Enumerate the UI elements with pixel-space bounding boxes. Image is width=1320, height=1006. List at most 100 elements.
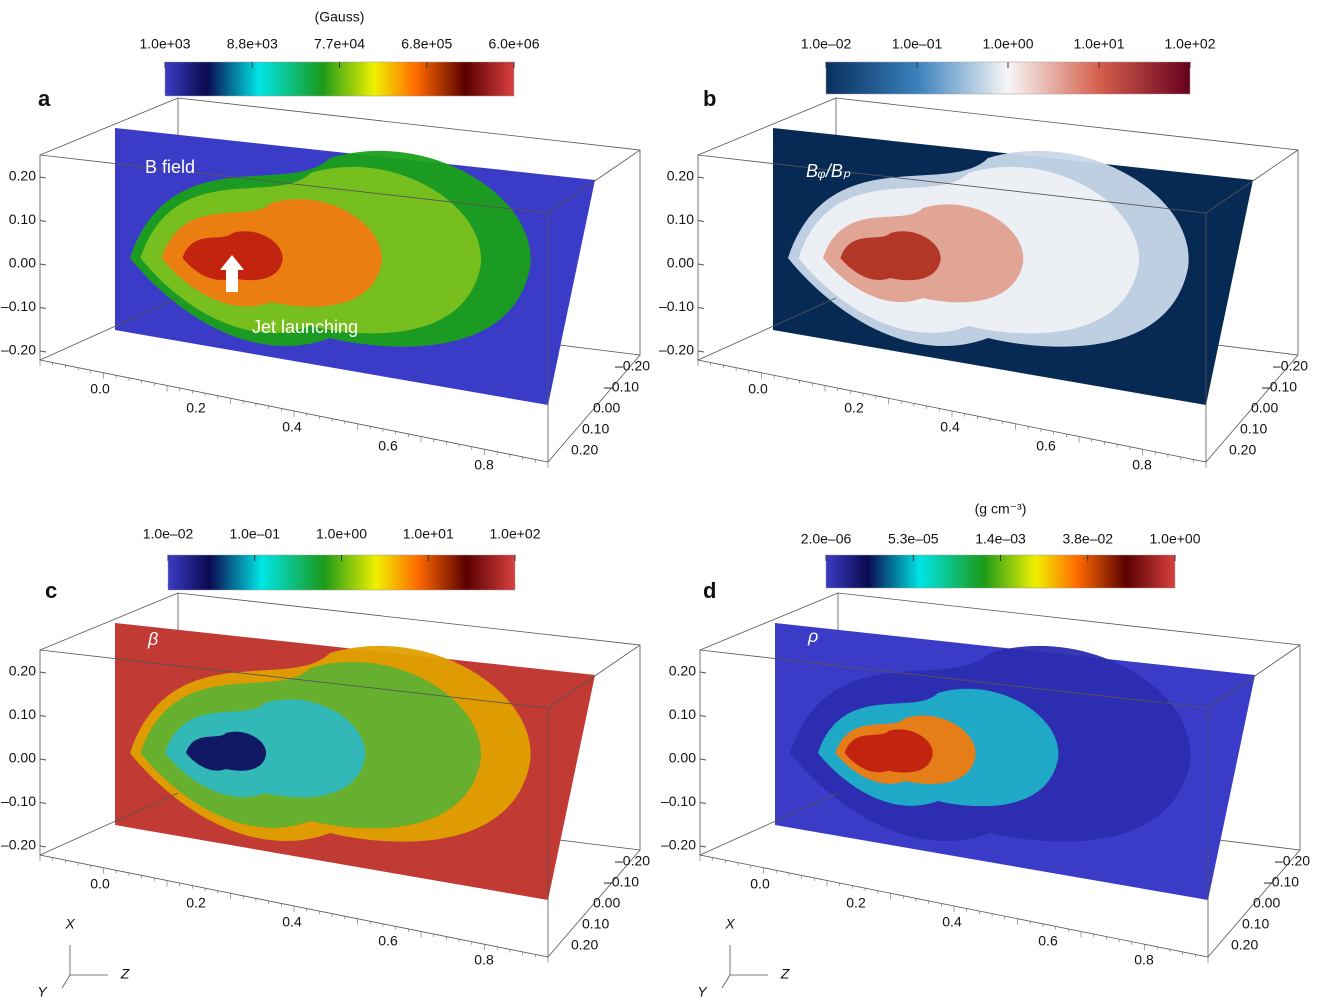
x-tick-label: 0.8 [474,952,494,968]
box-edge [39,97,179,156]
box-edge [39,592,179,651]
panel: 1.0e–02 1.0e–01 1.0e+00 1.0e+01 1.0e+02 c β 0.2… [1,526,650,1000]
panel-label: a [38,86,51,111]
axis-triad-label: X [64,916,75,932]
y-tick-label: –0.20 [1,342,36,358]
y-tick-label: 0.10 [667,211,694,227]
colorbar-tick-label: 1.0e+01 [1074,36,1125,52]
colorbar-title: (Gauss) [315,9,365,25]
y-tick-label: –0.20 [1,837,36,853]
annotation: Jet launching [252,317,358,337]
panel: (g cm⁻³) 2.0e–06 5.3e–05 1.4e–03 3.8e–02 1.0e… [661,501,1310,1000]
colorbar-title: (g cm⁻³) [975,501,1027,517]
y-tick-label: –0.10 [1,298,36,314]
y-tick [697,263,705,266]
x-tick-label: 0.6 [378,933,398,949]
y-tick [697,350,705,353]
x-tick-label: 0.0 [90,381,110,397]
x-tick-label: 0.8 [1132,457,1152,473]
y-tick [39,758,47,761]
y-tick-label: 0.20 [667,168,694,184]
y-tick [39,263,47,266]
box-edge [547,644,641,709]
y-tick [697,220,705,222]
colorbar-tick-label: 1.0e+00 [316,526,367,542]
y-tick [39,802,47,804]
x-tick-label: 0.8 [474,457,494,473]
box-edge [1207,644,1301,709]
axis-triad [61,945,108,989]
colorbar-tick-label: 1.0e–02 [143,526,194,542]
x-tick-label: 0.2 [846,895,866,911]
box-edge [39,792,179,856]
annotation: ρ [807,626,818,646]
depth-tick-label: 0.10 [582,916,609,932]
colorbar-tick-label: 1.0e+01 [403,526,454,542]
y-tick-label: 0.00 [667,255,694,271]
colorbar-tick-label: 1.0e+02 [1165,36,1216,52]
plot-3d: Bᵩ/Bₚ 0.20 0.10 0.00 –0.10 –0.20 0.0 0.2 0.4 0.6 0… [659,97,1308,473]
box-edge [547,849,641,958]
y-tick [39,350,47,353]
y-tick-label: 0.00 [669,750,696,766]
field-region [182,231,283,281]
colorbar-tick-label: 1.0e+00 [983,36,1034,52]
depth-tick-label: –0.20 [1275,853,1310,869]
box-edge [697,97,837,156]
box-edge [699,792,839,856]
depth-tick-label: –0.10 [1264,874,1299,890]
axis-triad [721,945,768,989]
y-tick [697,176,705,179]
y-tick-label: 0.20 [9,168,36,184]
y-tick [697,307,705,309]
depth-tick-label: 0.10 [1240,421,1267,437]
panel-label: d [703,578,716,603]
depth-tick-label: –0.10 [604,874,639,890]
x-tick-label: 0.4 [942,914,962,930]
panel-label: b [703,86,716,111]
box-edge [547,354,641,463]
plot-3d: B field Jet launching 0.20 0.10 0.00 –0.10 –0.… [1,97,650,473]
x-tick-label: 0.2 [186,895,206,911]
y-tick-label: 0.00 [9,750,36,766]
x-tick-label: 0.0 [748,381,768,397]
y-tick-label: –0.20 [661,837,696,853]
y-tick [39,220,47,222]
panel-label: c [45,578,57,603]
plot-3d: β 0.20 0.10 0.00 –0.10 –0.20 0.0 0.2 0.4 0.6 0.8 –0… [1,592,650,1000]
x-tick-label: 0.0 [750,876,770,892]
y-tick [39,671,47,674]
colorbar-tick-label: 7.7e+04 [314,36,365,52]
depth-tick-label: 0.00 [1253,895,1280,911]
colorbar-tick-label: 1.0e+02 [490,526,541,542]
depth-tick-label: 0.20 [1231,937,1258,953]
depth-tick-label: –0.10 [1262,379,1297,395]
y-tick-label: –0.20 [659,342,694,358]
x-tick-label: 0.4 [282,914,302,930]
axis-triad-label: Z [780,966,790,982]
annotation: β [147,629,158,649]
y-tick [699,758,707,761]
depth-tick-label: 0.20 [571,937,598,953]
field-region [186,731,267,771]
annotation: Bᵩ/Bₚ [806,161,851,181]
box-edge [699,592,839,651]
box-edge [697,297,837,361]
y-tick [39,176,47,179]
x-tick-label: 0.0 [90,876,110,892]
plot-3d: ρ 0.20 0.10 0.00 –0.10 –0.20 0.0 0.2 0.4 0.6 0.8 –0… [661,592,1310,1000]
y-tick [39,715,47,717]
y-tick [699,802,707,804]
colorbar-tick-label: 1.4e–03 [975,531,1026,547]
colorbar-tick-label: 6.0e+06 [489,36,540,52]
colorbar-tick-label: 3.8e–02 [1062,531,1113,547]
axis-triad-label: Z [120,966,130,982]
box-edge [1207,849,1301,958]
x-tick-label: 0.2 [186,400,206,416]
x-tick-label: 0.4 [940,419,960,435]
y-tick [699,845,707,848]
colorbar-tick-label: 1.0e+00 [1150,531,1201,547]
axis-triad-label: X [724,916,735,932]
axis-triad-label: Y [697,984,708,1000]
